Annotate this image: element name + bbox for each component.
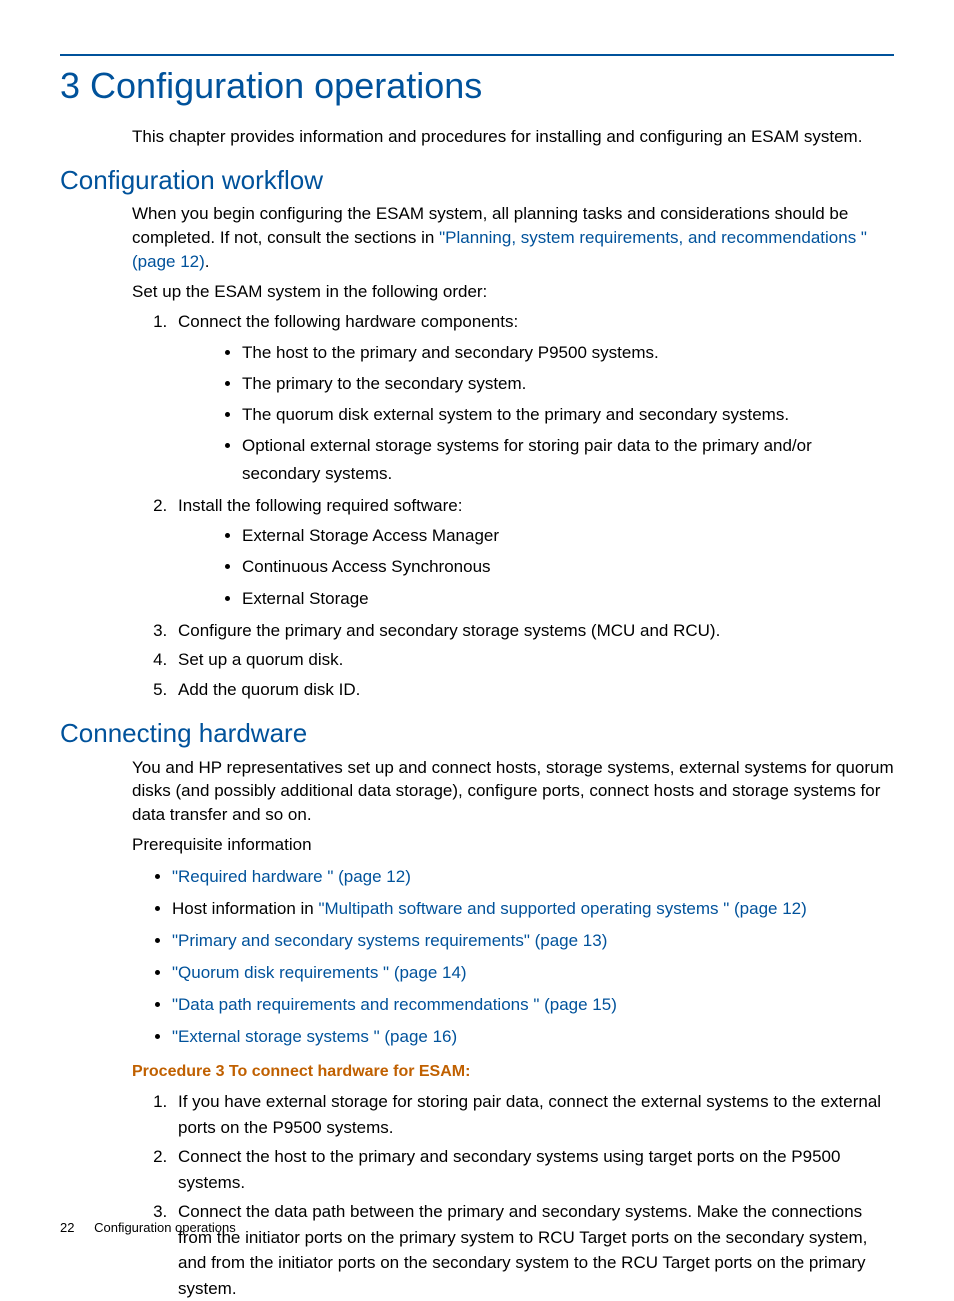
external-storage-link[interactable]: "External storage systems " (page 16) — [172, 1027, 457, 1046]
chapter-intro: This chapter provides information and pr… — [132, 125, 894, 149]
workflow-step-2: Install the following required software:… — [172, 493, 894, 612]
page: 3 Configuration operations This chapter … — [0, 0, 954, 1271]
connecting-p2: Prerequisite information — [132, 833, 894, 857]
workflow-step-2-bullets: External Storage Access Manager Continuo… — [178, 522, 894, 612]
list-item: The host to the primary and secondary P9… — [242, 339, 894, 366]
procedure-step: If you have external storage for storing… — [172, 1089, 894, 1140]
quorum-disk-link[interactable]: "Quorum disk requirements " (page 14) — [172, 963, 467, 982]
procedure-title: Procedure 3 To connect hardware for ESAM… — [132, 1061, 894, 1083]
top-rule — [60, 54, 894, 56]
procedure-step: Connect the data path between the primar… — [172, 1199, 894, 1301]
list-item: The primary to the secondary system. — [242, 370, 894, 397]
procedure-step: Connect the host to the primary and seco… — [172, 1144, 894, 1195]
list-item: "Required hardware " (page 12) — [172, 863, 894, 891]
workflow-step-1-text: Connect the following hardware component… — [178, 312, 518, 331]
connecting-p1: You and HP representatives set up and co… — [132, 756, 894, 827]
list-item: External Storage — [242, 585, 894, 612]
workflow-step-5: Add the quorum disk ID. — [172, 677, 894, 703]
chapter-intro-block: This chapter provides information and pr… — [132, 125, 894, 149]
list-item: Optional external storage systems for st… — [242, 432, 894, 486]
prereq-links: "Required hardware " (page 12) Host info… — [132, 863, 894, 1051]
list-item: Host information in "Multipath software … — [172, 895, 894, 923]
workflow-steps: Connect the following hardware component… — [132, 309, 894, 702]
page-footer: 22 Configuration operations — [60, 1220, 236, 1235]
list-item: Continuous Access Synchronous — [242, 553, 894, 580]
page-number: 22 — [60, 1220, 74, 1235]
workflow-step-3: Configure the primary and secondary stor… — [172, 618, 894, 644]
list-item: "External storage systems " (page 16) — [172, 1023, 894, 1051]
list-item: "Data path requirements and recommendati… — [172, 991, 894, 1019]
workflow-p1: When you begin configuring the ESAM syst… — [132, 202, 894, 273]
host-info-prefix: Host information in — [172, 899, 318, 918]
workflow-step-1-bullets: The host to the primary and secondary P9… — [178, 339, 894, 487]
chapter-title: 3 Configuration operations — [60, 64, 894, 107]
workflow-body: When you begin configuring the ESAM syst… — [132, 202, 894, 702]
section-workflow-heading: Configuration workflow — [60, 165, 894, 196]
list-item: "Primary and secondary systems requireme… — [172, 927, 894, 955]
section-connecting-heading: Connecting hardware — [60, 718, 894, 749]
connecting-body: You and HP representatives set up and co… — [132, 756, 894, 1301]
workflow-step-2-text: Install the following required software: — [178, 496, 462, 515]
workflow-p1b: . — [205, 252, 210, 271]
list-item: External Storage Access Manager — [242, 522, 894, 549]
running-title: Configuration operations — [94, 1220, 236, 1235]
multipath-link[interactable]: "Multipath software and supported operat… — [318, 899, 806, 918]
workflow-step-1: Connect the following hardware component… — [172, 309, 894, 486]
procedure-steps: If you have external storage for storing… — [132, 1089, 894, 1301]
data-path-link[interactable]: "Data path requirements and recommendati… — [172, 995, 617, 1014]
workflow-step-4: Set up a quorum disk. — [172, 647, 894, 673]
required-hardware-link[interactable]: "Required hardware " (page 12) — [172, 867, 411, 886]
list-item: "Quorum disk requirements " (page 14) — [172, 959, 894, 987]
workflow-p2: Set up the ESAM system in the following … — [132, 280, 894, 304]
list-item: The quorum disk external system to the p… — [242, 401, 894, 428]
primary-secondary-link[interactable]: "Primary and secondary systems requireme… — [172, 931, 607, 950]
